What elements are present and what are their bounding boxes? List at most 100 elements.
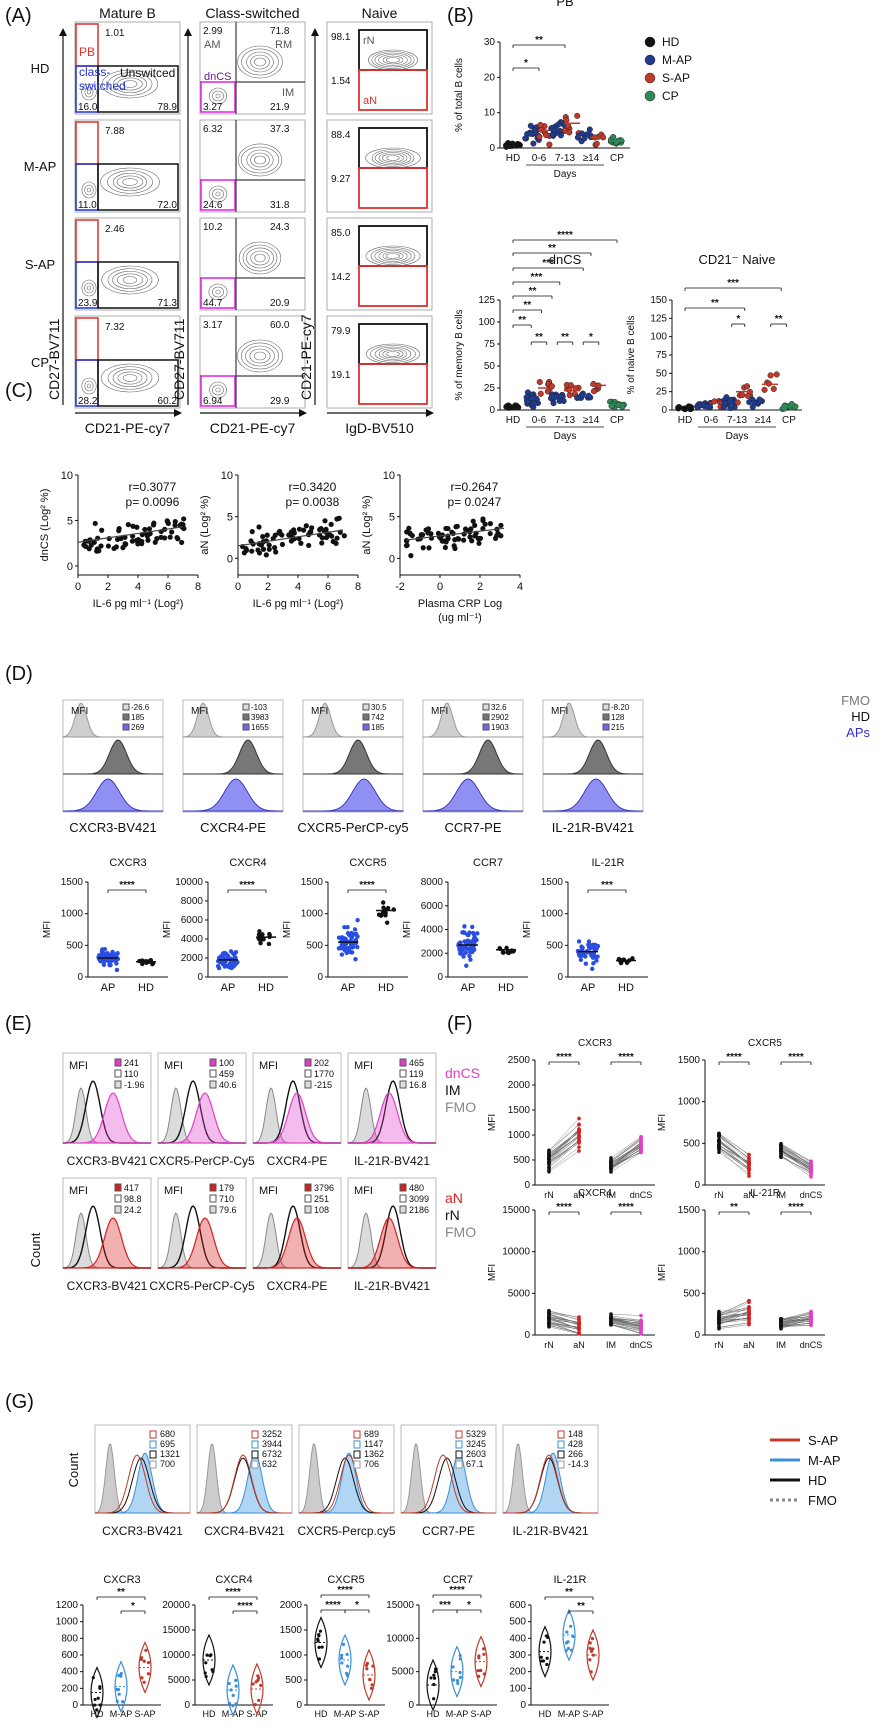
data-point: [565, 1630, 569, 1634]
x-tick-label: HD: [498, 982, 514, 994]
data-point: [594, 958, 599, 963]
legend-swatch: [399, 1080, 407, 1089]
contour: [386, 155, 400, 161]
an-gate: [358, 265, 428, 307]
sig-label: ***: [727, 278, 739, 289]
tick-label: 0: [661, 405, 667, 416]
us-value: 72.0: [158, 200, 178, 211]
legend-swatch: [353, 1450, 361, 1459]
fmo-histogram: [302, 702, 403, 738]
data-point: [773, 371, 780, 378]
data-point: [609, 1317, 613, 1321]
mfi-value: 632: [262, 1459, 277, 1469]
legend-swatch: [242, 723, 250, 731]
sig-label: ****: [788, 1202, 804, 1213]
data-point: [482, 1672, 486, 1676]
data-point: [339, 1656, 344, 1660]
x-title: Plasma CRP Log: [418, 598, 502, 610]
data-point: [547, 1157, 551, 1161]
tick-label: 1000: [56, 1617, 79, 1628]
data-point: [229, 1688, 233, 1692]
data-point: [365, 1661, 369, 1666]
data-point: [462, 924, 467, 929]
im-value: 20.9: [270, 298, 290, 309]
x-tick-label: 0-6: [704, 415, 719, 426]
data-point: [487, 521, 494, 527]
am-value: 10.2: [203, 222, 223, 233]
data-point: [371, 1664, 375, 1668]
sig-label: ****: [359, 880, 375, 891]
data-point: [569, 1648, 574, 1652]
mfi-value: 100: [219, 1058, 234, 1068]
y-title: MFI: [42, 921, 53, 938]
plot-frame: [199, 21, 306, 115]
tick-label: 1500: [301, 877, 324, 888]
data-point: [468, 957, 473, 962]
data-point: [181, 516, 187, 522]
chart-title: IL-21R: [591, 857, 624, 869]
tick-label: 0: [524, 1330, 530, 1341]
pair-line: [610, 1151, 642, 1169]
data-point: [545, 1656, 549, 1660]
x-tick-label: AP: [581, 982, 596, 994]
flow-plot: 85.0 14.2: [326, 217, 433, 311]
data-point: [589, 1649, 594, 1653]
data-point: [588, 1641, 592, 1645]
contour: [87, 187, 91, 193]
an-histogram: [253, 1217, 341, 1269]
x-tick-label: HD: [91, 1709, 104, 1719]
col-title: Mature B: [99, 5, 156, 21]
plot-frame: [74, 21, 181, 115]
chart-title: PB: [556, 0, 573, 9]
tick-label: 500: [509, 1617, 526, 1628]
panel-label-G: (G): [5, 1391, 34, 1413]
x-tick-label: 7-13: [555, 415, 575, 426]
us-value: 71.3: [158, 298, 178, 309]
us-gate: [97, 163, 179, 211]
legend-label: dnCS: [445, 1065, 480, 1081]
data-point: [809, 1310, 813, 1315]
mfi-value: 3099: [409, 1194, 429, 1204]
tick-label: 1000: [508, 1130, 531, 1141]
data-point: [369, 1686, 374, 1690]
hist-frame: [422, 699, 524, 813]
pair-line: [780, 1149, 812, 1169]
data-point: [203, 1671, 207, 1675]
data-point: [319, 540, 325, 546]
mfi-value: 1770: [314, 1069, 334, 1079]
fmo-histogram: [423, 702, 523, 738]
contour: [215, 289, 221, 295]
tick-label: 10000: [386, 1633, 414, 1644]
data-point: [747, 1174, 751, 1178]
mfi-value: 128: [611, 713, 625, 722]
sig-label: **: [523, 300, 531, 311]
pair-line: [610, 1146, 642, 1168]
data-point: [432, 1673, 436, 1677]
sig-label: ****: [325, 1600, 341, 1611]
legend-swatch: [304, 1194, 312, 1203]
data-point: [257, 929, 262, 934]
contour: [254, 57, 266, 67]
dncs-value: 24.6: [203, 200, 223, 211]
mfi-label: MFI: [551, 706, 568, 717]
contour: [81, 83, 97, 101]
sig-label: ****: [239, 880, 255, 891]
data-point: [543, 132, 550, 139]
tick-label: 0: [75, 581, 81, 593]
tick-label: 10000: [175, 877, 203, 888]
mfi-value: -8.20: [611, 703, 630, 712]
data-point: [761, 386, 768, 393]
violin: [474, 1635, 488, 1689]
legend-swatch: [114, 1194, 122, 1203]
pb-label: PB: [79, 45, 95, 59]
legend-swatch: [242, 713, 250, 721]
sig-label: ****: [337, 1585, 353, 1596]
contour: [211, 286, 225, 298]
data-point: [586, 939, 592, 944]
tick-label: 8000: [181, 896, 204, 907]
contour: [254, 253, 266, 263]
x-tick-label: 0-6: [532, 153, 547, 164]
data-point: [591, 1647, 595, 1651]
